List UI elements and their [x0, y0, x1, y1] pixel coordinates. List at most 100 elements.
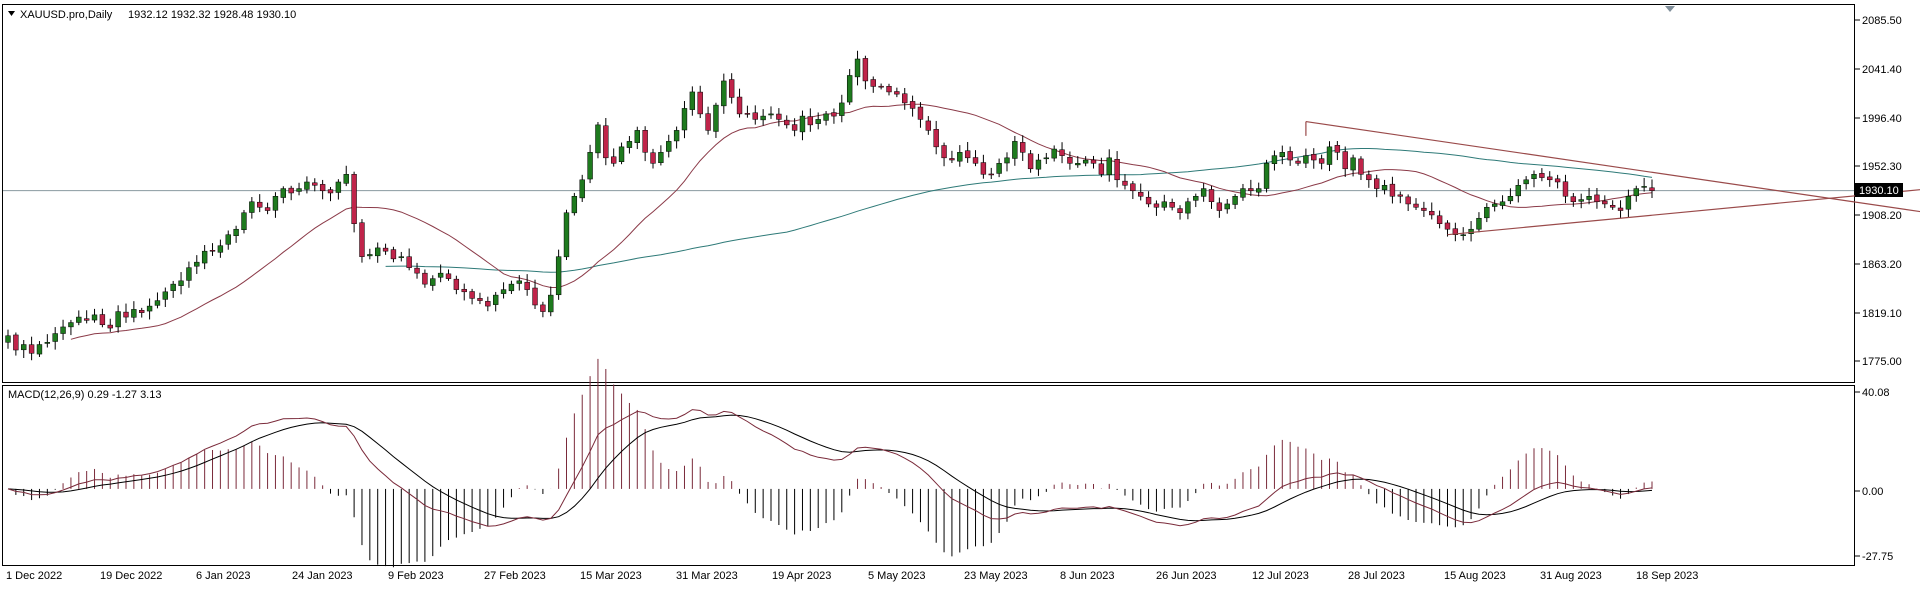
candle	[941, 142, 947, 167]
candle	[1413, 198, 1419, 211]
candle	[1138, 183, 1144, 201]
candle	[563, 209, 570, 260]
candle	[1114, 151, 1120, 188]
candle	[1248, 179, 1254, 196]
candle	[437, 264, 444, 283]
price-tick-label: 1863.20	[1862, 259, 1902, 271]
candle	[548, 286, 554, 317]
time-tick-label: 27 Feb 2023	[484, 570, 546, 582]
candle	[430, 275, 436, 291]
candle	[335, 179, 342, 200]
ma-long-line	[385, 148, 1653, 273]
candle	[595, 121, 601, 159]
time-tick-label: 31 Mar 2023	[676, 570, 738, 582]
macd-title: MACD(12,26,9) 0.29 -1.27 3.13	[8, 389, 161, 401]
candle	[721, 73, 727, 114]
candle	[367, 248, 373, 260]
candle	[650, 148, 656, 169]
candle	[1318, 154, 1325, 170]
candle	[846, 69, 853, 105]
candle	[1216, 197, 1223, 218]
candle	[1389, 176, 1396, 204]
candle	[123, 303, 129, 323]
moving-average-short	[70, 103, 1653, 340]
candle	[1224, 199, 1230, 214]
candle	[1082, 156, 1089, 167]
candle	[233, 225, 239, 243]
candle	[1570, 193, 1577, 207]
candle	[791, 118, 798, 137]
candle	[1232, 194, 1238, 210]
candle	[1161, 194, 1167, 211]
candle	[21, 339, 27, 359]
candle	[1649, 179, 1655, 199]
price-tick-label: 1775.00	[1862, 356, 1902, 368]
candle	[1271, 150, 1278, 171]
candle	[587, 144, 593, 184]
candle	[1122, 174, 1128, 190]
candle	[1193, 193, 1199, 208]
time-tick-label: 12 Jul 2023	[1252, 570, 1309, 582]
time-tick-label: 9 Feb 2023	[388, 570, 444, 582]
time-axis: 1 Dec 2022 19 Dec 2022 6 Jan 2023 24 Jan…	[6, 570, 1698, 582]
candle	[603, 118, 609, 166]
time-tick-label: 5 May 2023	[868, 570, 925, 582]
candle	[1444, 220, 1451, 237]
macd-main-line	[7, 409, 1653, 527]
candle	[351, 171, 357, 233]
candle	[1035, 153, 1042, 176]
candle	[886, 83, 892, 96]
candle	[382, 243, 389, 255]
candle	[1051, 145, 1057, 162]
candle	[1381, 179, 1388, 195]
candle	[83, 310, 90, 324]
candle	[296, 182, 302, 196]
candle	[1153, 200, 1160, 216]
candle	[1012, 135, 1018, 166]
macd-histogram	[15, 358, 1653, 568]
ma-short-line	[70, 103, 1653, 340]
candle	[461, 283, 467, 301]
candle	[925, 116, 932, 135]
candle	[60, 319, 66, 340]
candle	[146, 298, 153, 320]
candle	[1523, 176, 1529, 190]
candle	[681, 101, 688, 139]
candle	[201, 245, 208, 270]
candle	[131, 301, 137, 323]
candle	[972, 150, 979, 167]
candle	[280, 186, 286, 204]
candle	[894, 87, 900, 98]
upper-trendline[interactable]	[1305, 120, 1920, 215]
candle	[540, 301, 546, 318]
candle	[398, 251, 404, 262]
time-tick-label: 24 Jan 2023	[292, 570, 353, 582]
candle	[909, 95, 916, 117]
candle	[784, 115, 790, 129]
candle	[1059, 142, 1065, 164]
candle	[304, 176, 310, 194]
candle	[249, 197, 255, 219]
candle	[571, 192, 578, 216]
symbol-title: XAUUSD.pro,Daily	[20, 9, 113, 21]
candle	[666, 134, 672, 158]
chart-shift-marker-icon[interactable]	[1665, 6, 1675, 12]
time-tick-label: 19 Dec 2022	[100, 570, 162, 582]
candle	[1609, 200, 1616, 210]
candle	[453, 275, 460, 295]
candle	[1499, 195, 1506, 210]
candle	[1358, 156, 1364, 181]
time-tick-label: 15 Mar 2023	[580, 570, 642, 582]
candle	[1145, 191, 1152, 208]
collapse-triangle-icon[interactable]	[8, 11, 15, 16]
ohlc-values: 1932.12 1932.32 1928.48 1930.10	[128, 9, 296, 21]
time-tick-label: 6 Jan 2023	[196, 570, 250, 582]
candle	[799, 110, 806, 141]
macd-lines	[7, 409, 1653, 527]
candle	[870, 76, 876, 93]
candle	[736, 88, 743, 118]
price-tick-label: 1996.40	[1862, 113, 1902, 125]
candle	[327, 186, 334, 202]
candle	[1350, 154, 1356, 177]
